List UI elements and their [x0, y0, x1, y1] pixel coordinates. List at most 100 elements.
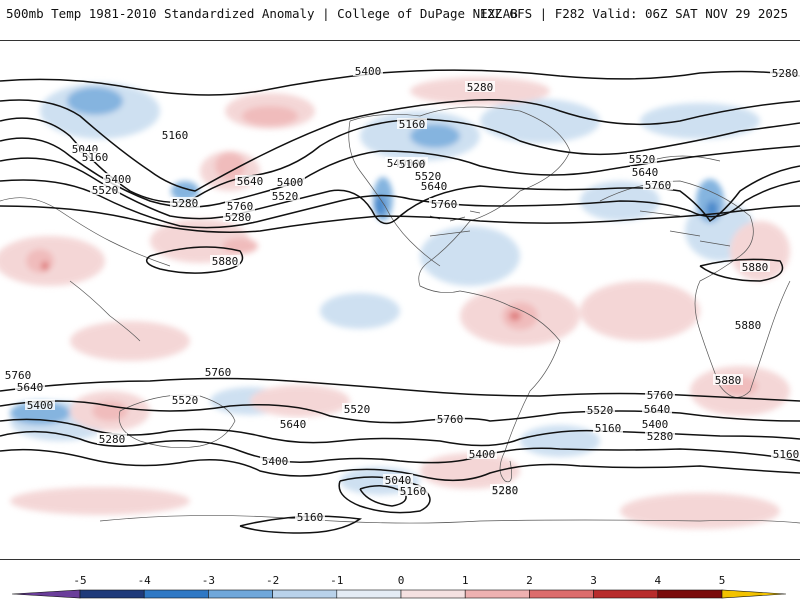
contour-label: 5400 — [469, 448, 496, 461]
contour-label: 5760 — [205, 366, 232, 379]
contour-label: 5520 — [272, 190, 299, 203]
contour-label-bg — [593, 422, 623, 433]
colorbar-segment — [79, 589, 145, 599]
contour-label: 5880 — [715, 374, 742, 387]
colorbar-segment — [208, 589, 273, 599]
contour-label: 5520 — [587, 404, 614, 417]
contour-label: 5160 — [82, 151, 109, 164]
contour-label: 5760 — [647, 389, 674, 402]
contour-label-bg — [643, 179, 673, 190]
contour-label-bg — [642, 403, 672, 414]
contour-label: 5160 — [400, 485, 427, 498]
contour-label-bg — [103, 173, 133, 184]
contour-label: 5280 — [225, 211, 252, 224]
contour-label-bg — [342, 403, 372, 414]
contour-label: 5880 — [212, 255, 239, 268]
contour-label: 5400 — [277, 176, 304, 189]
contour-label: 5760 — [5, 369, 32, 382]
colorbar-segment — [143, 589, 209, 599]
contour-label: 5400 — [105, 173, 132, 186]
contour-label-bg — [640, 418, 670, 429]
contour-label-bg — [15, 381, 45, 392]
contour-label: 5280 — [99, 433, 126, 446]
contour-label-bg — [235, 175, 265, 186]
colorbar-tick-label: 0 — [398, 574, 405, 587]
colorbar-tick-label: 1 — [462, 574, 469, 587]
contour-label-bg — [397, 118, 427, 129]
contour-label: 5400 — [262, 455, 289, 468]
contour-label-bg — [3, 369, 33, 380]
contour-label-bg — [413, 170, 443, 181]
contour-label: 5640 — [421, 180, 448, 193]
contour-label: 5160 — [399, 158, 426, 171]
colorbar-segment — [529, 589, 594, 599]
contour-label-bg — [397, 158, 427, 169]
contour-label: 5760 — [437, 413, 464, 426]
contour-label: 5040 — [385, 474, 412, 487]
contour-label: 5520 — [415, 170, 442, 183]
contour-label-bg — [210, 255, 240, 266]
contour-label-bg — [353, 65, 383, 76]
contour-label-bg — [275, 176, 305, 187]
colorbar-tick-label: 3 — [590, 574, 597, 587]
contour-label-bg — [467, 448, 497, 459]
contour-label-bg — [223, 211, 253, 222]
colorbar-segment — [593, 589, 659, 599]
contour-label-bg — [270, 190, 300, 201]
contour-label: 5160 — [773, 448, 800, 461]
colorbar-tick-label: -4 — [138, 574, 152, 587]
colorbar-segment — [272, 589, 338, 599]
contour-label-bg — [585, 404, 615, 415]
contour-label-bg — [203, 366, 233, 377]
contour-label-bg — [295, 511, 325, 522]
colorbar-tick-label: 4 — [654, 574, 661, 587]
contour-label-bg — [225, 200, 255, 211]
contour-label-bg — [713, 374, 743, 385]
contour-labels: 5400528052805160504051605400552052805160… — [3, 65, 800, 524]
contour-label: 5520 — [344, 403, 371, 416]
contour-label: 5280 — [467, 81, 494, 94]
colorbar-tick-label: 2 — [526, 574, 533, 587]
contour-label: 5760 — [645, 179, 672, 192]
contour-label-bg — [70, 143, 100, 154]
contour-label: 5160 — [162, 129, 189, 142]
colorbar-segment — [336, 589, 402, 599]
contour-label: 5880 — [742, 261, 769, 274]
contour-label-bg — [278, 418, 308, 429]
contour-label-bg — [160, 129, 190, 140]
contour-label-bg — [80, 151, 110, 162]
contour-label-bg — [435, 413, 465, 424]
contour-label: 5280 — [492, 484, 519, 497]
contour-label: 5640 — [644, 403, 671, 416]
contour-label: 5400 — [355, 65, 382, 78]
contour-label: 5400 — [27, 399, 54, 412]
contour-label: 5640 — [17, 381, 44, 394]
contour-label: 5760 — [227, 200, 254, 213]
contour-label-bg — [627, 153, 657, 164]
anomaly-map: 5400528052805160504051605400552052805160… — [0, 40, 800, 560]
contour-label-bg — [170, 197, 200, 208]
contour-label: 5640 — [237, 175, 264, 188]
contour-label-bg — [170, 394, 200, 405]
header-run-info: 12Z GFS | F282 Valid: 06Z SAT NOV 29 202… — [479, 6, 788, 21]
contour-label: 5160 — [595, 422, 622, 435]
contour-label-bg — [25, 399, 55, 410]
contour-label-bg — [733, 319, 763, 330]
contour-label-bg — [645, 389, 675, 400]
contour-label: 5160 — [297, 511, 324, 524]
colorbar-tick-label: -5 — [73, 574, 86, 587]
contour-label-bg — [383, 474, 413, 485]
contour-label: 5280 — [647, 430, 674, 443]
contour-label-bg — [740, 261, 770, 272]
contour-label-bg — [90, 184, 120, 195]
colorbar-tick-label: -3 — [202, 574, 215, 587]
contour-label: 5880 — [735, 319, 762, 332]
contour-label: 5520 — [629, 153, 656, 166]
contour-label: 5520 — [92, 184, 119, 197]
contour-label-bg — [429, 198, 459, 209]
colorbar-tick-label: 5 — [719, 574, 726, 587]
contour-label: 5280 — [172, 197, 199, 210]
contour-label-bg — [398, 485, 428, 496]
colorbar-tick-label: -2 — [266, 574, 279, 587]
contour-label-bg — [260, 455, 290, 466]
